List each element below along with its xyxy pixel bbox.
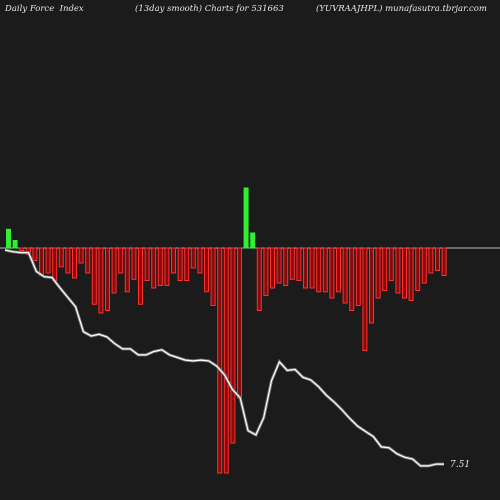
force-index-bar	[171, 247, 176, 274]
force-index-bar	[217, 247, 223, 474]
force-index-bar	[421, 247, 427, 284]
chart-title-middle: (13day smooth) Charts for 531663	[135, 4, 284, 14]
force-index-bar	[118, 247, 124, 274]
force-index-bar	[6, 228, 11, 249]
force-index-bar	[441, 247, 447, 276]
force-index-bar	[177, 247, 183, 281]
force-index-bar	[230, 247, 236, 444]
force-index-bar	[309, 247, 315, 289]
force-index-bar	[197, 247, 203, 274]
force-index-bar	[382, 247, 388, 291]
force-index-bar	[124, 247, 130, 293]
force-index-bar	[184, 247, 190, 281]
force-index-bar	[402, 247, 407, 299]
last-price-label: 7.51	[450, 460, 470, 470]
force-index-bar	[329, 247, 335, 299]
price-line	[4, 249, 444, 467]
chart-title-left: Daily Force Index	[5, 4, 84, 14]
force-index-bar	[256, 247, 262, 311]
force-index-bar	[52, 247, 58, 281]
force-index-bar	[91, 247, 97, 305]
force-index-bar	[289, 247, 295, 280]
force-index-bar	[237, 247, 242, 399]
force-index-bars	[6, 187, 447, 474]
force-index-bar	[243, 187, 249, 249]
force-index-bar	[58, 247, 64, 268]
force-index-bar	[98, 247, 104, 314]
force-index-bar	[369, 247, 374, 324]
force-index-bar	[39, 247, 44, 276]
force-index-bar	[210, 247, 216, 306]
force-index-bar	[190, 247, 196, 269]
force-index-bar	[85, 247, 91, 274]
force-index-bar	[131, 247, 137, 280]
force-index-bar	[303, 247, 308, 289]
force-index-bar	[362, 247, 368, 351]
force-index-bar	[296, 247, 302, 281]
chart-title-right: (YUVRAAJHPL) munafasutra.tbrjar.com	[316, 4, 487, 14]
force-index-bar	[151, 247, 157, 289]
force-index-bar	[388, 247, 394, 281]
force-index-bar	[355, 247, 361, 306]
force-index-bar	[283, 247, 289, 286]
force-index-bar	[144, 247, 150, 281]
force-index-bar	[349, 247, 355, 311]
force-index-bar	[395, 247, 401, 294]
force-index-bar	[276, 247, 282, 284]
force-index-bar	[78, 247, 84, 264]
force-index-bar	[65, 247, 71, 274]
force-index-bar	[428, 247, 434, 274]
force-index-bar	[72, 247, 77, 279]
force-index-bar	[105, 247, 110, 311]
force-index-bar	[316, 247, 322, 293]
force-index-bar	[408, 247, 414, 301]
force-index-bar	[204, 247, 209, 293]
force-index-bar	[19, 247, 25, 251]
force-index-bar	[342, 247, 348, 304]
force-index-bar	[270, 247, 275, 289]
force-index-bar	[164, 247, 170, 286]
force-index-bar	[45, 247, 51, 274]
force-index-bar	[157, 247, 163, 286]
price-line-group	[4, 248, 444, 468]
force-index-bar	[12, 240, 18, 249]
force-index-bar	[375, 247, 381, 299]
force-index-bar	[250, 232, 256, 249]
force-index-bar	[336, 247, 341, 293]
force-index-bar	[263, 247, 269, 296]
force-index-bar	[415, 247, 421, 291]
force-index-bar	[138, 247, 143, 305]
force-index-bar	[111, 247, 117, 294]
force-index-bar	[435, 247, 440, 271]
force-index-bar	[322, 247, 328, 293]
force-index-bar	[32, 247, 38, 261]
force-index-bar	[223, 247, 229, 474]
